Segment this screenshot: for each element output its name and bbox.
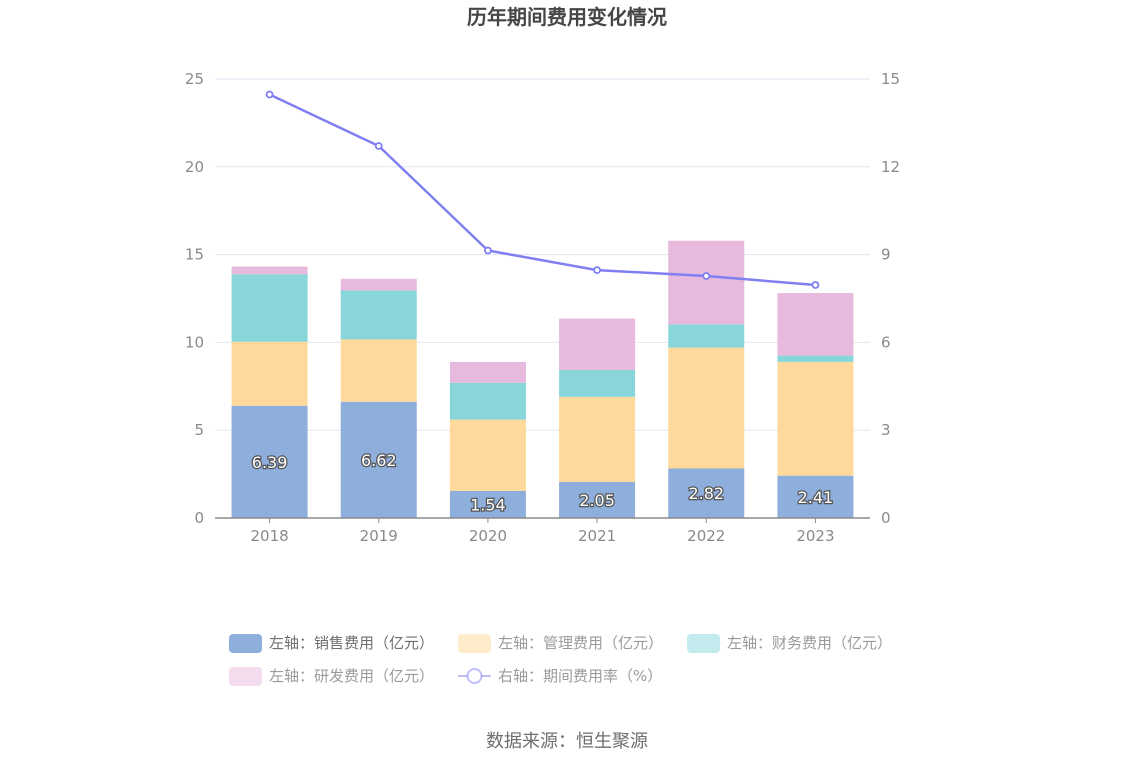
bar-2019-series-1 <box>340 339 417 402</box>
left-axis-ticks: 0 5 10 15 20 25 <box>185 70 204 527</box>
bar-2021-series-2 <box>559 369 636 397</box>
right-tick-label: 0 <box>881 509 891 527</box>
data-label-2020: 1.54 <box>470 495 506 514</box>
data-label-2021: 2.05 <box>579 491 615 510</box>
grid-lines <box>215 78 870 431</box>
right-tick-label: 15 <box>881 70 900 88</box>
rate-point-2021 <box>593 266 601 275</box>
data-labels: 6.39 6.62 1.54 2.05 2.82 2.41 <box>251 450 835 516</box>
right-tick-label: 6 <box>881 333 891 351</box>
left-tick-label: 10 <box>185 333 204 351</box>
bar-2021-series-3 <box>559 318 636 370</box>
bar-2021-series-1 <box>559 396 636 483</box>
bar-2022-series-1 <box>668 347 745 469</box>
legend-swatch-0 <box>229 634 262 653</box>
left-tick-label: 0 <box>194 509 204 527</box>
left-tick-label: 20 <box>185 158 204 176</box>
legend-label-0: 左轴：销售费用（亿元） <box>269 634 434 652</box>
right-tick-label: 3 <box>881 421 891 439</box>
bar-2020-series-2 <box>449 382 526 420</box>
right-tick-label: 9 <box>881 246 891 264</box>
legend-marker-swatch <box>466 668 483 684</box>
bar-2019-series-2 <box>340 290 417 340</box>
bar-2018-series-0 <box>231 405 308 518</box>
bar-2022-series-0 <box>668 468 745 518</box>
bar-2023-series-1 <box>777 361 854 476</box>
bar-2018-series-3 <box>231 266 308 275</box>
bar-2018-series-2 <box>231 274 308 342</box>
x-tick-label: 2020 <box>469 527 507 545</box>
bar-2019-series-0 <box>340 401 417 518</box>
bar-2020-series-0 <box>449 490 526 518</box>
legend-label-2: 左轴：财务费用（亿元） <box>727 634 892 652</box>
left-tick-label: 5 <box>194 421 204 439</box>
x-tick-label: 2022 <box>687 527 725 545</box>
legend-label-1: 左轴：管理费用（亿元） <box>498 634 663 652</box>
bar-2023-series-3 <box>777 293 854 356</box>
x-tick-label: 2021 <box>578 527 616 545</box>
bar-2023-series-0 <box>777 475 854 518</box>
source-note: 数据来源：恒生聚源 <box>486 731 648 752</box>
right-tick-label: 12 <box>881 158 900 176</box>
bar-2020-series-3 <box>449 361 526 383</box>
rate-line-series <box>265 90 820 289</box>
bar-2022-series-2 <box>668 324 745 348</box>
bar-2022-series-3 <box>668 240 745 325</box>
legend: 左轴：销售费用（亿元） 左轴：管理费用（亿元） 左轴：财务费用（亿元） 左轴：研发费用… <box>229 634 892 686</box>
legend-label-3: 左轴：研发费用（亿元） <box>269 667 434 685</box>
rate-point-2019 <box>374 142 383 150</box>
x-axis-ticks: 2018 2019 2020 2021 2022 2023 <box>250 518 835 545</box>
left-tick-label: 25 <box>185 70 204 88</box>
legend-label-4: 右轴：期间费用率（%） <box>498 667 662 685</box>
rate-line <box>269 93 816 287</box>
legend-swatch-1 <box>458 634 491 653</box>
bar-2019-series-3 <box>340 278 417 291</box>
bar-2020-series-1 <box>449 419 526 491</box>
right-axis-ticks: 0 3 6 9 12 15 <box>881 70 900 527</box>
rate-point-2022 <box>702 272 711 280</box>
data-label-2022: 2.82 <box>688 484 724 503</box>
data-label-2023: 2.41 <box>798 488 834 507</box>
rate-point-2023 <box>811 281 820 289</box>
left-tick-label: 15 <box>185 246 204 264</box>
legend-swatch-3 <box>229 667 262 686</box>
legend-swatch-2 <box>687 634 720 653</box>
bar-2018-series-1 <box>231 341 308 406</box>
chart-title: 历年期间费用变化情况 <box>467 5 667 29</box>
data-label-2019: 6.62 <box>361 451 397 470</box>
x-tick-label: 2018 <box>250 527 288 545</box>
rate-point-2018 <box>265 90 274 99</box>
bars <box>231 240 854 518</box>
bar-2021-series-0 <box>559 482 636 518</box>
rate-point-2020 <box>484 246 492 255</box>
x-tick-label: 2023 <box>796 527 834 545</box>
bar-2023-series-2 <box>777 355 854 362</box>
x-tick-label: 2019 <box>360 527 398 545</box>
data-label-2018: 6.39 <box>252 453 288 472</box>
